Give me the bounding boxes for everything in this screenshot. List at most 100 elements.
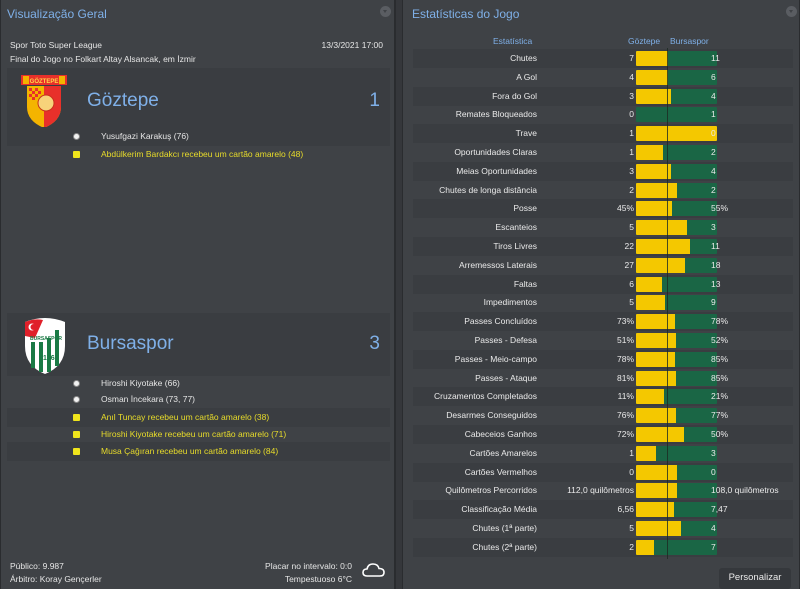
event-text[interactable]: Hiroshi Kiyotake recebeu um cartão amare… [101,429,287,439]
stat-home-bar-fill [636,351,675,367]
stat-comparison-bar [636,257,717,273]
match-venue: Final do Jogo no Folkart Altay Alsancak,… [10,54,196,64]
svg-text:BURSASPOR: BURSASPOR [30,336,62,342]
stat-label: A Gol [516,71,537,82]
event-text[interactable]: Yusufgazi Karakuş (76) [101,131,189,141]
panel-title: Visualização Geral [7,7,107,21]
weather: Tempestuoso 6°C [284,574,352,584]
event-text[interactable]: Anıl Tuncay recebeu um cartão amarelo (3… [101,412,270,422]
stat-away-value: 85% [711,372,729,383]
stat-away-value: 18 [711,259,721,270]
stat-label: Cruzamentos Completados [434,391,537,402]
stat-home-value: 22 [624,241,634,251]
stat-row: Oportunidades Claras 1 2 [413,143,793,162]
stat-label: Trave [515,128,537,139]
stat-row: Passes Concluídos 73% 78% [413,312,793,332]
stat-home-bar-fill [636,408,677,424]
stat-home-bar-fill [636,295,665,311]
event-text[interactable]: Musa Çağıran recebeu um cartão amarelo (… [101,446,279,456]
stat-comparison-bar [636,69,717,85]
event-text[interactable]: Osman İncekara (73, 77) [101,394,196,404]
away-column-header: Bursaspor [670,36,709,46]
stat-home-value: 76% [616,410,634,421]
stat-home-bar-fill [636,427,684,442]
home-team-name[interactable]: Göztepe [87,90,159,111]
stat-comparison-bar [636,126,717,142]
stat-home-value: 6 [629,278,634,289]
stat-home-value: 1 [629,147,634,157]
stat-home-value: 1 [629,447,634,458]
stat-home-bar-fill [636,220,687,236]
stat-away-value: 50% [711,429,729,439]
away-team-name[interactable]: Bursaspor [87,333,174,354]
stat-comparison-bar [636,370,717,386]
away-team-block: 1963 BURSASPOR Bursaspor 3 Hiroshi Kiyot… [7,313,390,463]
stat-home-bar-fill [636,483,678,499]
stat-away-value: 77% [711,410,729,421]
stat-label: Posse [513,203,537,214]
stat-row: Faltas 6 13 [413,274,793,294]
stat-home-value: 45% [616,203,634,214]
competition-name: Spor Toto Super League [10,40,102,50]
stat-comparison-bar [636,295,717,311]
stat-row: Meias Oportunidades 3 4 [413,161,793,181]
stat-away-value: 7,47 [711,504,728,515]
panel-splitter[interactable] [395,0,403,589]
stat-away-value: 0 [711,466,716,477]
stat-row: Escanteios 5 3 [413,218,793,237]
ball-icon [73,380,80,387]
event-row: Yusufgazi Karakuş (76) [7,127,390,146]
home-column-header: Göztepe [628,36,661,46]
stat-home-value: 5 [629,222,634,233]
stat-label: Remates Bloqueados [455,109,537,120]
stat-row: Passes - Ataque 81% 85% [413,369,793,388]
stat-label: Tiros Livres [493,241,537,251]
stat-away-value: 3 [711,447,716,458]
stat-away-value: 21% [711,391,729,402]
stat-home-value: 11% [617,391,634,402]
stat-home-value: 112,0 quilômetros [567,485,634,496]
stat-comparison-bar [636,220,717,236]
event-text[interactable]: Hiroshi Kiyotake (66) [101,378,180,388]
svg-text:GÖZTEPE: GÖZTEPE [30,78,59,85]
stat-home-value: 1 [629,128,634,139]
stat-row: A Gol 4 6 [413,68,793,87]
svg-text:1963: 1963 [43,355,59,362]
stat-home-bar-fill [636,257,685,273]
stat-home-value: 2 [629,184,634,195]
yellow-card-icon [73,448,80,455]
stat-row: Chutes (1ª parte) 5 4 [413,519,793,538]
stat-row: Arremessos Laterais 27 18 [413,256,793,275]
stat-comparison-bar [636,483,717,499]
stat-away-value: 1 [711,109,716,120]
stat-home-value: 78% [616,353,634,364]
stat-row: Cabeceios Ganhos 72% 50% [413,425,793,444]
bar-center-line [667,48,668,559]
customize-button[interactable]: Personalizar [719,568,791,589]
event-row: Osman İncekara (73, 77) [7,390,390,409]
stat-comparison-bar [636,333,717,348]
stat-row: Chutes (2ª parte) 2 7 [413,537,793,557]
stat-row: Cruzamentos Completados 11% 21% [413,387,793,407]
event-text[interactable]: Abdülkerim Bardakcı recebeu um cartão am… [101,149,304,159]
stat-label: Arremessos Laterais [459,259,537,270]
stat-comparison-bar [636,51,717,66]
collapse-chevron-icon[interactable] [786,6,797,17]
stat-label: Passes - Meio-campo [454,353,537,364]
stat-row: Passes - Defesa 51% 52% [413,331,793,350]
stat-home-value: 27 [624,259,634,270]
collapse-chevron-icon[interactable] [380,6,391,17]
stat-away-value: 55% [711,203,729,214]
stat-comparison-bar [636,351,717,367]
stat-row: Cartões Amarelos 1 3 [413,444,793,463]
stat-label: Meias Oportunidades [456,165,537,176]
home-team-score: 1 [369,90,380,111]
stat-home-value: 7 [629,53,634,63]
stat-comparison-bar [636,107,717,123]
stat-row: Impedimentos 5 9 [413,293,793,312]
stat-label: Oportunidades Claras [454,147,537,157]
stat-row: Cartões Vermelhos 0 0 [413,462,793,482]
stat-comparison-bar [636,182,717,198]
stat-home-bar-fill [636,145,663,160]
stat-label: Classificação Média [461,504,537,515]
